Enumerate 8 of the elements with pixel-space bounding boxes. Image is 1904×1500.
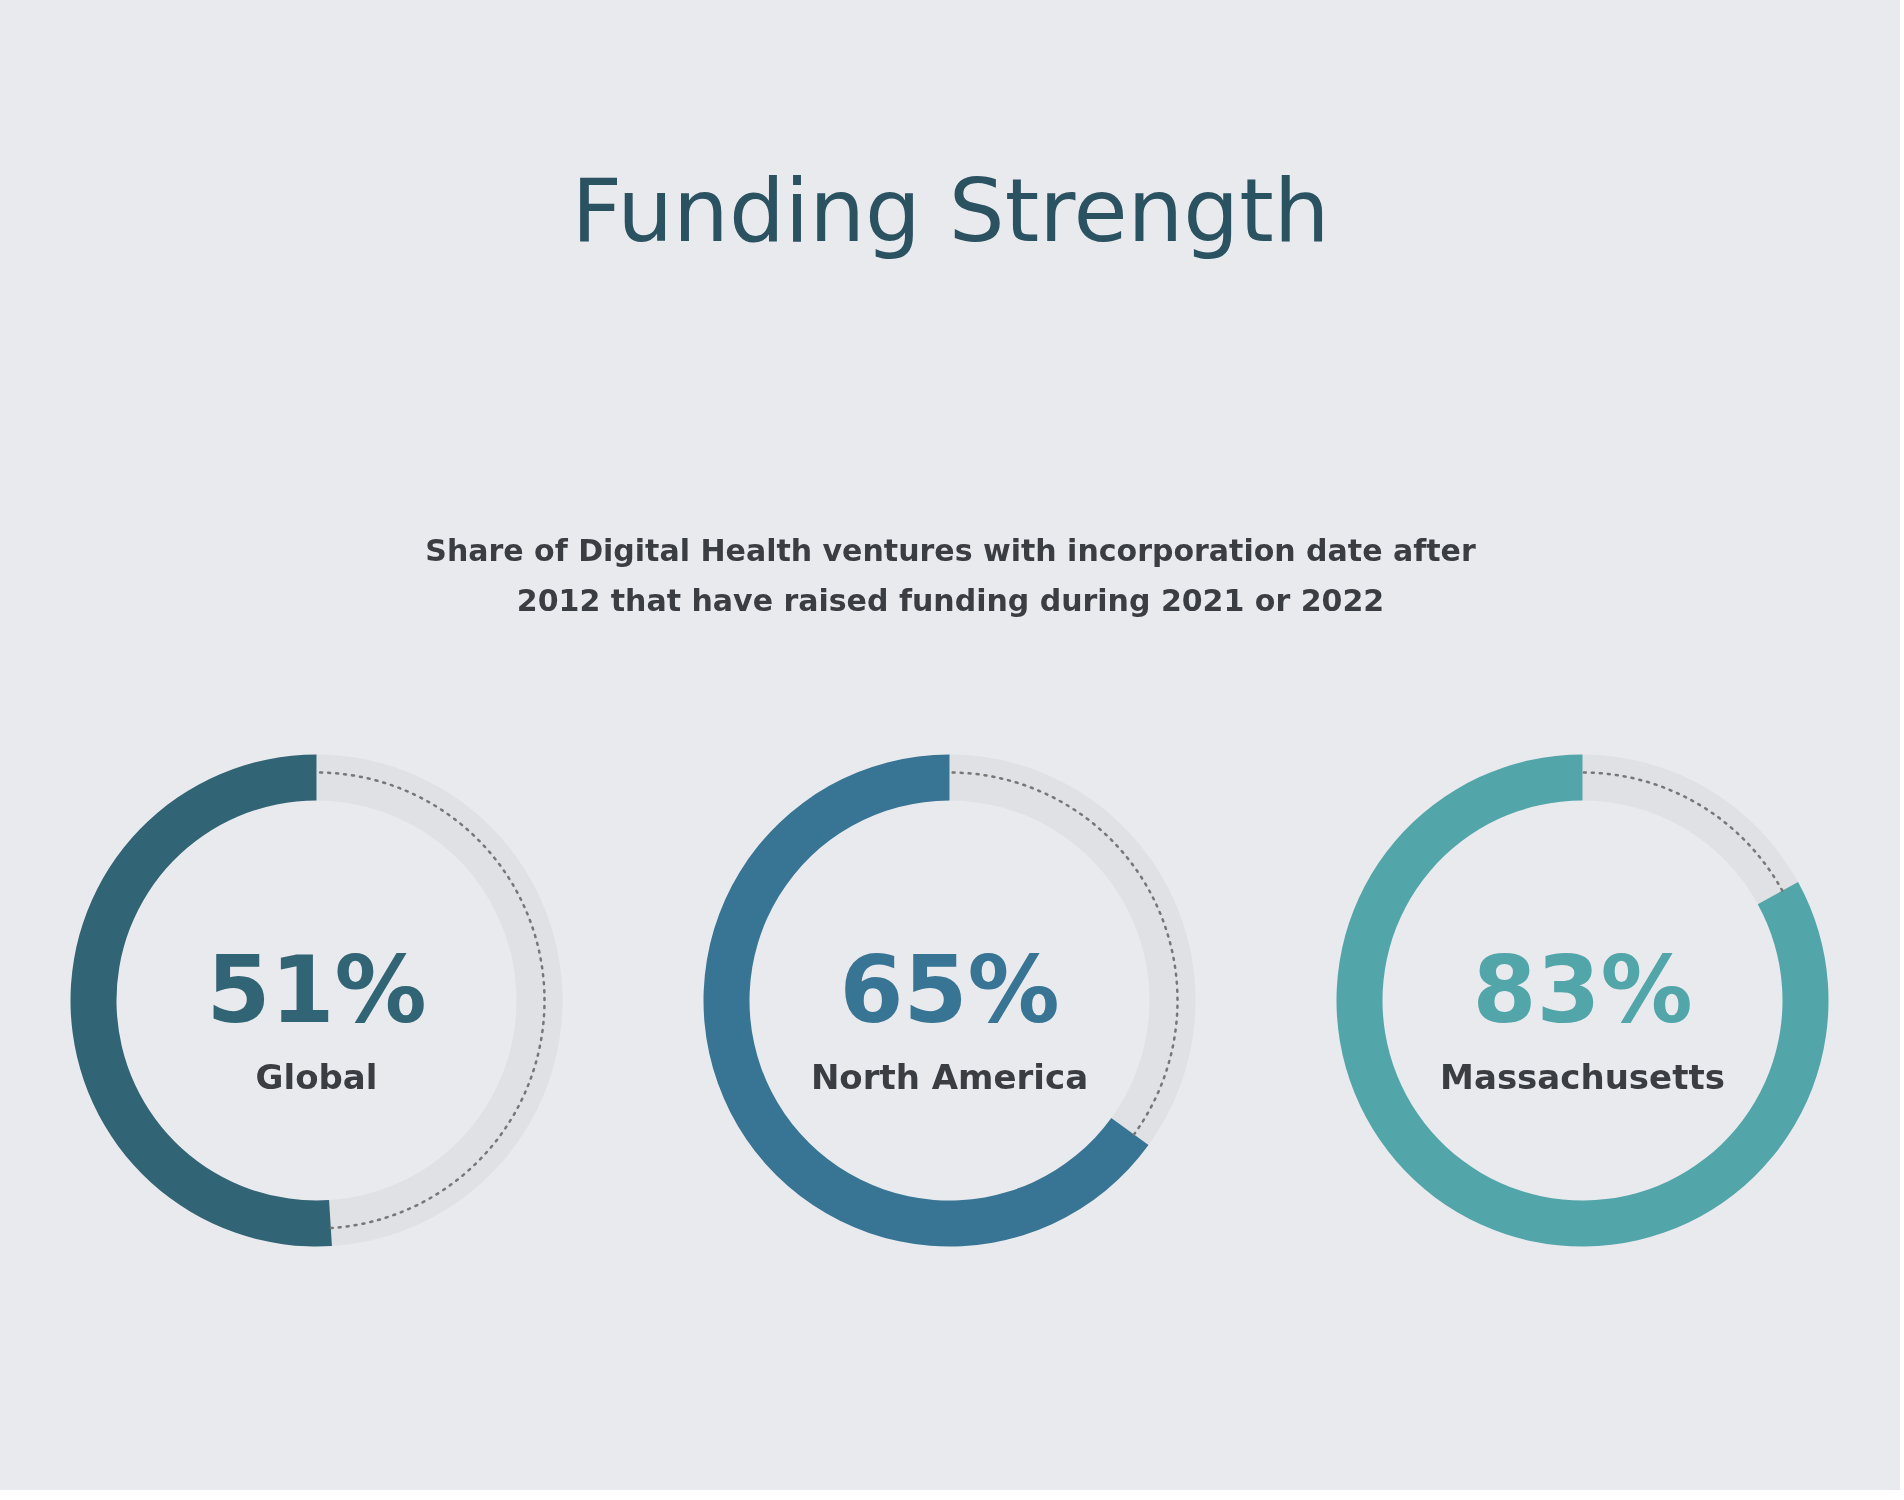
data-label: 51% [206,937,427,1044]
text: Funding Strength [571,159,1330,262]
slice-label: Global [255,1056,378,1097]
slice-label: Massachusetts [1440,1056,1725,1097]
data-label: 83% [1472,937,1693,1044]
slice-label: North America [810,1056,1089,1097]
data-label: 65% [839,937,1060,1044]
text: Share of Digital Health ventures with incorporation date after 2012 that have raised funding during 2021 or 2022 [425,532,1476,619]
